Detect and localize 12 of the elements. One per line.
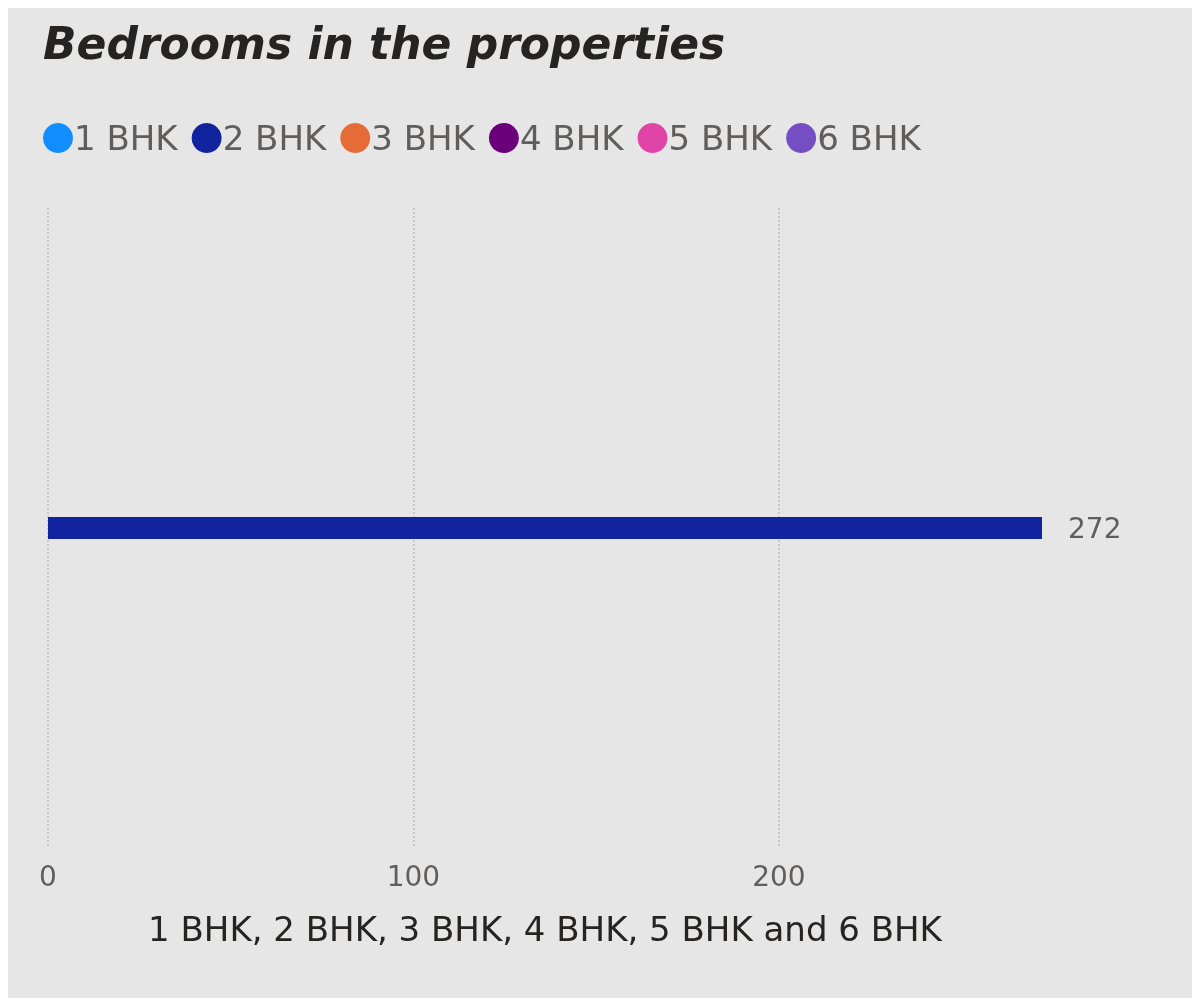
x-tick-label: 0 xyxy=(39,859,57,893)
data-label: 272 xyxy=(1068,511,1122,545)
legend-label: 2 BHK xyxy=(222,118,328,158)
legend-label: 1 BHK xyxy=(74,118,180,158)
x-tick-label: 100 xyxy=(386,859,441,893)
chart-title: Bedrooms in the properties xyxy=(43,17,726,69)
legend-label: 3 BHK xyxy=(371,118,477,158)
legend-label: 4 BHK xyxy=(519,118,626,158)
x-tick-label: 200 xyxy=(752,859,806,893)
legend-label: 6 BHK xyxy=(817,118,923,158)
legend-label: 5 BHK xyxy=(668,118,774,158)
x-axis-title: 1 BHK, 2 BHK, 3 BHK, 4 BHK, 5 BHK and 6 BHK xyxy=(148,909,944,949)
